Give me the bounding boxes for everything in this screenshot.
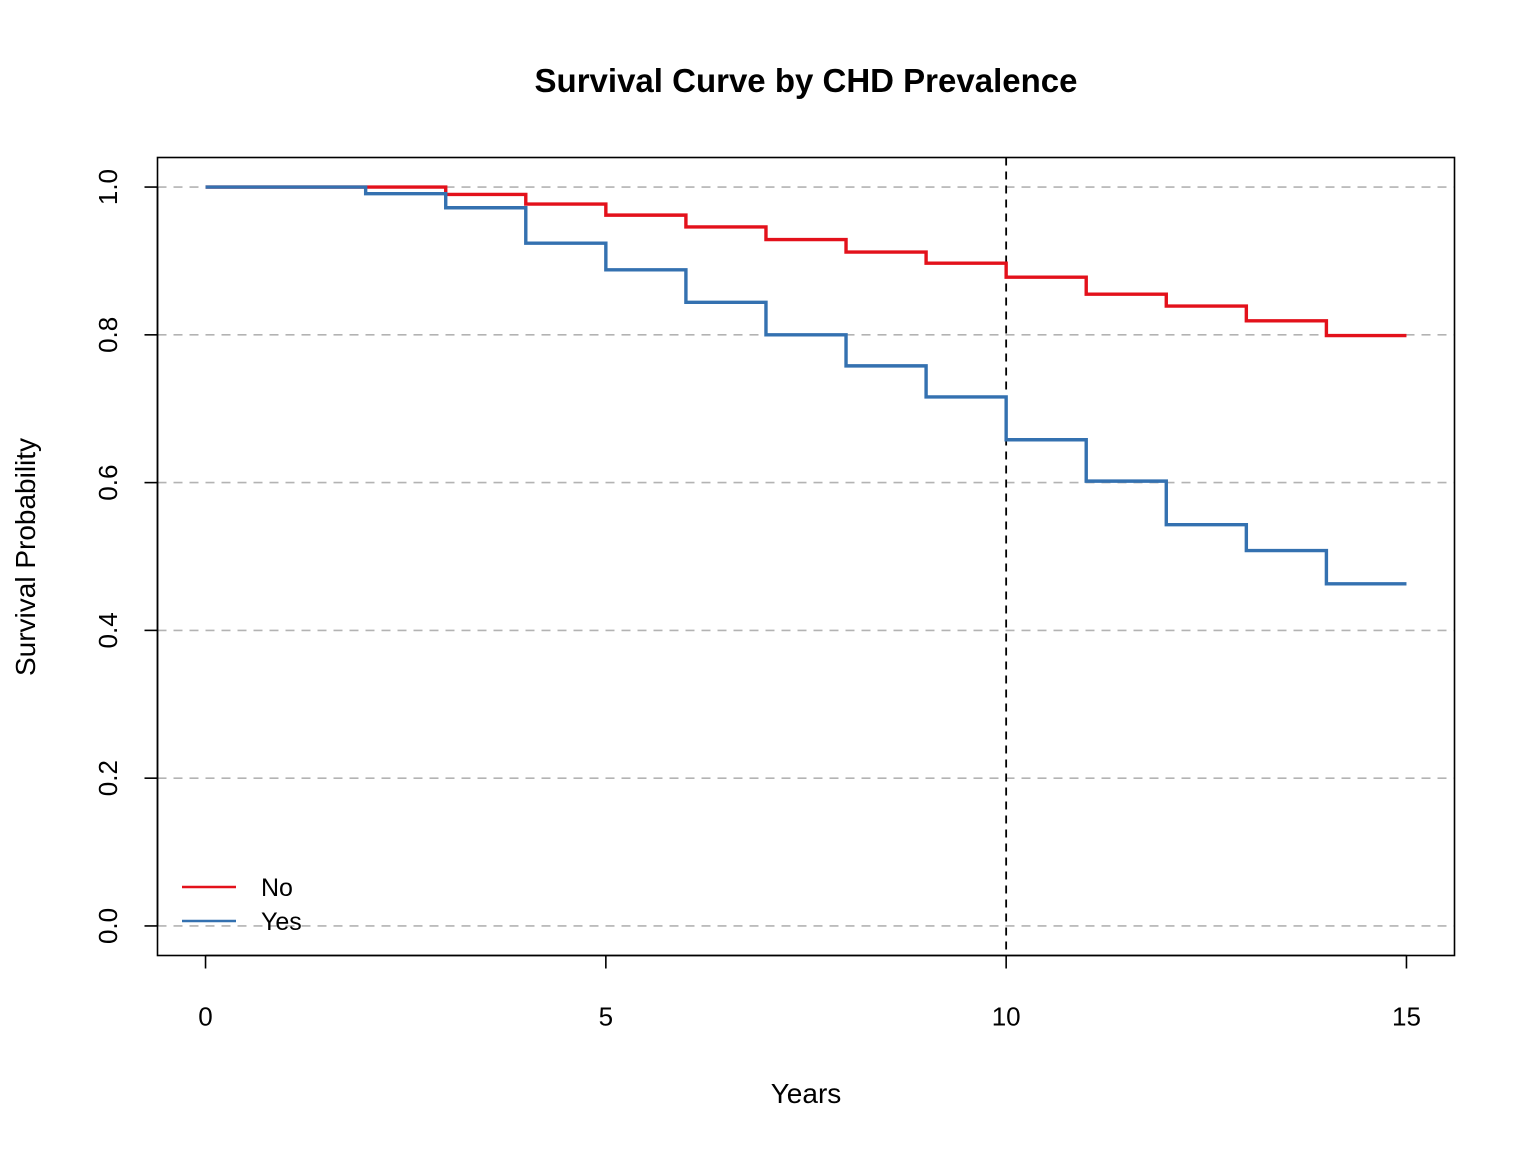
- series-line-yes: [205, 185, 1407, 586]
- x-tick-label: 0: [198, 1002, 212, 1032]
- y-axis-label: Survival Probability: [10, 438, 41, 676]
- series-group: [205, 185, 1407, 586]
- legend: No Yes: [182, 874, 302, 936]
- x-tick-label: 5: [599, 1002, 613, 1032]
- legend-label-no: No: [261, 874, 293, 902]
- y-tick-label: 0.0: [93, 908, 123, 944]
- y-tick-label: 1.0: [93, 169, 123, 205]
- y-tick-label: 0.6: [93, 465, 123, 501]
- x-tick-label: 15: [1392, 1002, 1421, 1032]
- gridlines: [157, 186, 1455, 927]
- x-tick-label: 10: [992, 1002, 1021, 1032]
- y-tick-label: 0.8: [93, 317, 123, 353]
- x-axis: 0 5 10 15: [198, 954, 1421, 1032]
- series-line-no: [205, 185, 1407, 338]
- y-tick-label: 0.2: [93, 760, 123, 796]
- x-axis-label: Years: [771, 1078, 842, 1109]
- y-tick-label: 0.4: [93, 612, 123, 648]
- y-axis: 0.0 0.2 0.4 0.6 0.8 1.0: [93, 169, 159, 944]
- chart-title: Survival Curve by CHD Prevalence: [535, 62, 1078, 99]
- legend-label-yes: Yes: [261, 908, 302, 936]
- plot-frame: [156, 156, 1456, 957]
